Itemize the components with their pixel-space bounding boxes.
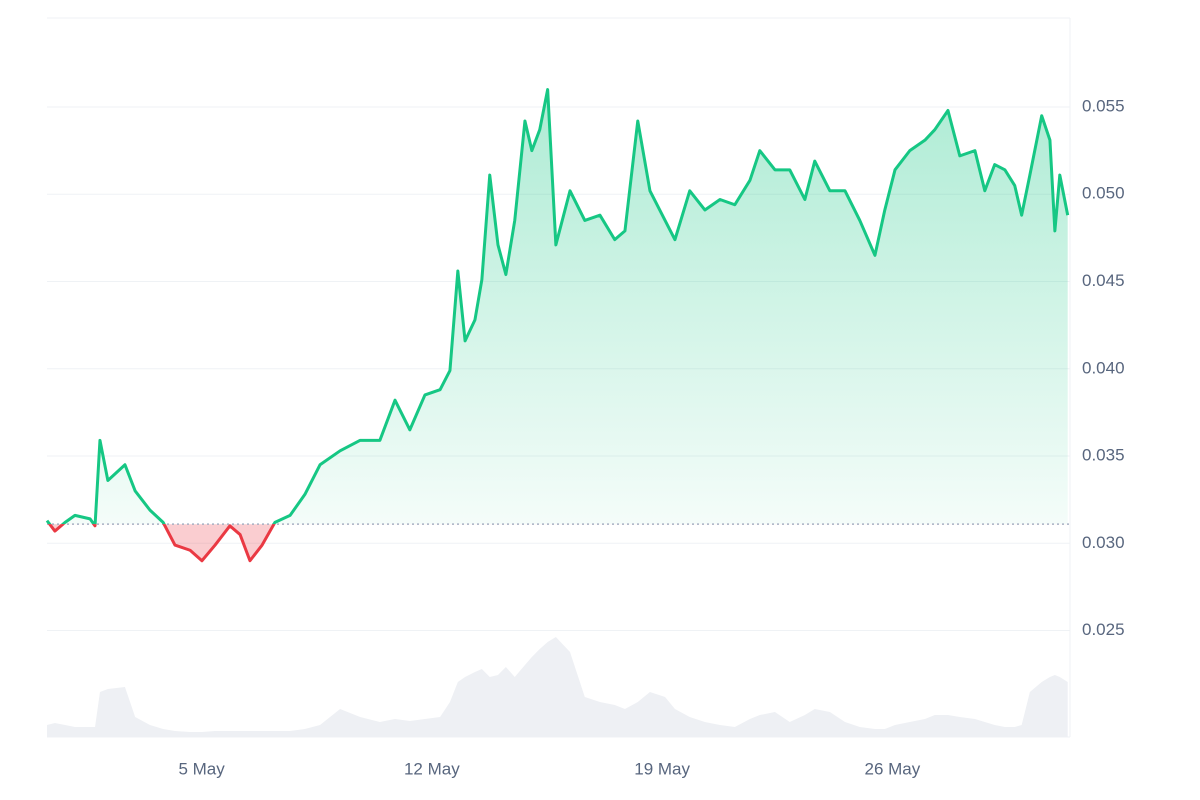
x-tick-label: 26 May	[864, 759, 920, 778]
y-tick-label: 0.050	[1082, 184, 1125, 203]
price-line-down	[47, 524, 276, 563]
y-tick-label: 0.035	[1082, 446, 1125, 465]
x-tick-label: 5 May	[178, 759, 225, 778]
y-tick-label: 0.045	[1082, 271, 1125, 290]
y-tick-label: 0.025	[1082, 620, 1125, 639]
y-tick-label: 0.040	[1082, 358, 1125, 377]
y-tick-label: 0.030	[1082, 533, 1125, 552]
price-line-up	[45, 88, 1070, 525]
y-tick-label: 0.055	[1082, 96, 1125, 115]
x-tick-label: 19 May	[634, 759, 690, 778]
price-area-down	[49, 524, 274, 561]
volume-area	[47, 637, 1068, 737]
price-area-up	[47, 89, 1068, 525]
x-tick-label: 12 May	[404, 759, 460, 778]
